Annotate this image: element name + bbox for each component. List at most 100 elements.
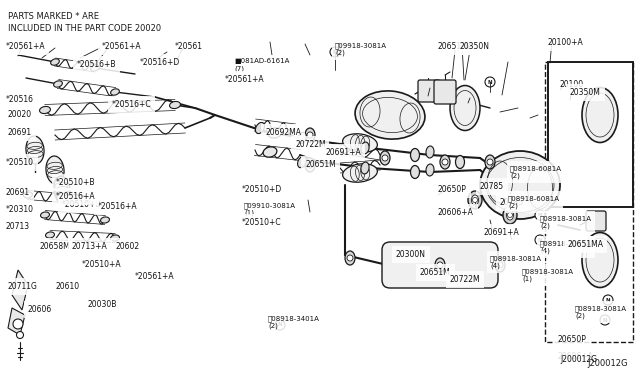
Text: 20713: 20713 — [6, 222, 30, 231]
Ellipse shape — [54, 176, 70, 204]
Ellipse shape — [298, 156, 307, 168]
Ellipse shape — [480, 151, 560, 219]
Text: 20300N: 20300N — [396, 250, 426, 259]
Text: PARTS MARKED * ARE
INCLUDED IN THE PART CODE 20020: PARTS MARKED * ARE INCLUDED IN THE PART … — [8, 12, 161, 33]
Text: 20100+A: 20100+A — [547, 38, 583, 47]
Text: N: N — [333, 49, 337, 55]
Text: *20510+B: *20510+B — [62, 200, 102, 209]
FancyBboxPatch shape — [382, 242, 498, 288]
Text: 20602: 20602 — [115, 242, 139, 251]
Ellipse shape — [40, 212, 49, 218]
Text: N: N — [278, 323, 282, 327]
Ellipse shape — [503, 206, 517, 224]
Ellipse shape — [342, 164, 378, 182]
Ellipse shape — [345, 251, 355, 265]
Text: 20785: 20785 — [500, 198, 524, 207]
Ellipse shape — [435, 258, 445, 272]
Text: 20692MA: 20692MA — [265, 128, 301, 137]
Text: 20030B: 20030B — [88, 300, 117, 309]
Circle shape — [275, 320, 285, 330]
Text: *20561: *20561 — [175, 42, 203, 51]
Text: 20610: 20610 — [55, 282, 79, 291]
Circle shape — [472, 198, 477, 202]
Text: *20516: *20516 — [6, 95, 34, 104]
Ellipse shape — [263, 147, 277, 157]
Polygon shape — [12, 270, 28, 310]
Circle shape — [497, 262, 503, 268]
Ellipse shape — [100, 217, 109, 223]
FancyBboxPatch shape — [418, 80, 440, 102]
Text: *20516+A: *20516+A — [56, 192, 95, 201]
Ellipse shape — [342, 134, 378, 152]
Bar — [548, 62, 633, 207]
Text: 20650P: 20650P — [438, 185, 467, 194]
Ellipse shape — [450, 86, 480, 131]
Ellipse shape — [51, 59, 60, 65]
Text: ■081AD-6161A
(7): ■081AD-6161A (7) — [234, 58, 289, 71]
Circle shape — [603, 295, 613, 305]
Text: 20691: 20691 — [8, 128, 32, 137]
Text: Ⓞ09918-3081A
(2): Ⓞ09918-3081A (2) — [335, 42, 387, 56]
Ellipse shape — [456, 155, 465, 169]
Text: Ⓞ09910-3081A
(1): Ⓞ09910-3081A (1) — [244, 202, 296, 216]
Text: J200012G: J200012G — [588, 359, 628, 368]
Circle shape — [307, 162, 313, 168]
Ellipse shape — [361, 162, 369, 174]
Text: 20711G: 20711G — [8, 282, 38, 291]
Ellipse shape — [255, 122, 264, 134]
Ellipse shape — [54, 81, 62, 87]
Text: N: N — [605, 298, 611, 302]
Text: *20510+D: *20510+D — [242, 185, 282, 194]
Ellipse shape — [410, 166, 419, 179]
Text: J200012G: J200012G — [560, 355, 597, 364]
Circle shape — [600, 315, 610, 325]
Ellipse shape — [355, 91, 425, 139]
Text: *20516+B: *20516+B — [77, 60, 116, 69]
Text: *20561+A: *20561+A — [225, 75, 264, 84]
Text: 20350M: 20350M — [570, 88, 601, 97]
Text: Ⓞ08918-3081A
(1): Ⓞ08918-3081A (1) — [522, 268, 574, 282]
Text: N: N — [603, 317, 607, 323]
Text: 20651MA: 20651MA — [567, 240, 603, 249]
Circle shape — [442, 159, 448, 165]
Ellipse shape — [495, 258, 505, 272]
Ellipse shape — [380, 151, 390, 165]
Bar — [545, 62, 633, 342]
Text: Ⓞ08918-3081A
(4): Ⓞ08918-3081A (4) — [540, 240, 592, 254]
Text: *20510+A: *20510+A — [82, 260, 122, 269]
Text: *20310: *20310 — [6, 205, 34, 214]
Text: 20020: 20020 — [8, 110, 32, 119]
Ellipse shape — [40, 106, 51, 113]
Ellipse shape — [45, 232, 54, 238]
FancyBboxPatch shape — [434, 80, 456, 104]
Circle shape — [382, 155, 388, 161]
Ellipse shape — [81, 197, 90, 203]
Text: 20722M: 20722M — [295, 140, 326, 149]
Text: Ⓞ08918-3081A
(2): Ⓞ08918-3081A (2) — [575, 305, 627, 319]
Circle shape — [437, 262, 443, 268]
Text: *20516+D: *20516+D — [140, 58, 180, 67]
Text: 20658M: 20658M — [40, 242, 71, 251]
Text: *20510+C: *20510+C — [242, 218, 282, 227]
Text: 20606: 20606 — [28, 305, 52, 314]
Text: Ⓞ08918-6081A
(2): Ⓞ08918-6081A (2) — [508, 195, 560, 209]
Ellipse shape — [468, 191, 482, 209]
Ellipse shape — [170, 102, 180, 109]
Ellipse shape — [111, 89, 120, 95]
Text: N: N — [538, 237, 542, 243]
Circle shape — [13, 319, 23, 329]
Text: N: N — [488, 80, 492, 84]
Text: *20561+A: *20561+A — [102, 42, 141, 51]
Ellipse shape — [268, 128, 282, 138]
Ellipse shape — [305, 128, 315, 142]
Circle shape — [347, 255, 353, 261]
Text: 20722M: 20722M — [450, 275, 481, 284]
Circle shape — [307, 132, 313, 138]
Circle shape — [487, 159, 493, 165]
Ellipse shape — [298, 132, 307, 144]
Text: 20785: 20785 — [480, 182, 504, 191]
Ellipse shape — [582, 87, 618, 142]
Text: *20561+A: *20561+A — [6, 42, 45, 51]
Text: 20691: 20691 — [6, 188, 30, 197]
Ellipse shape — [410, 148, 419, 161]
